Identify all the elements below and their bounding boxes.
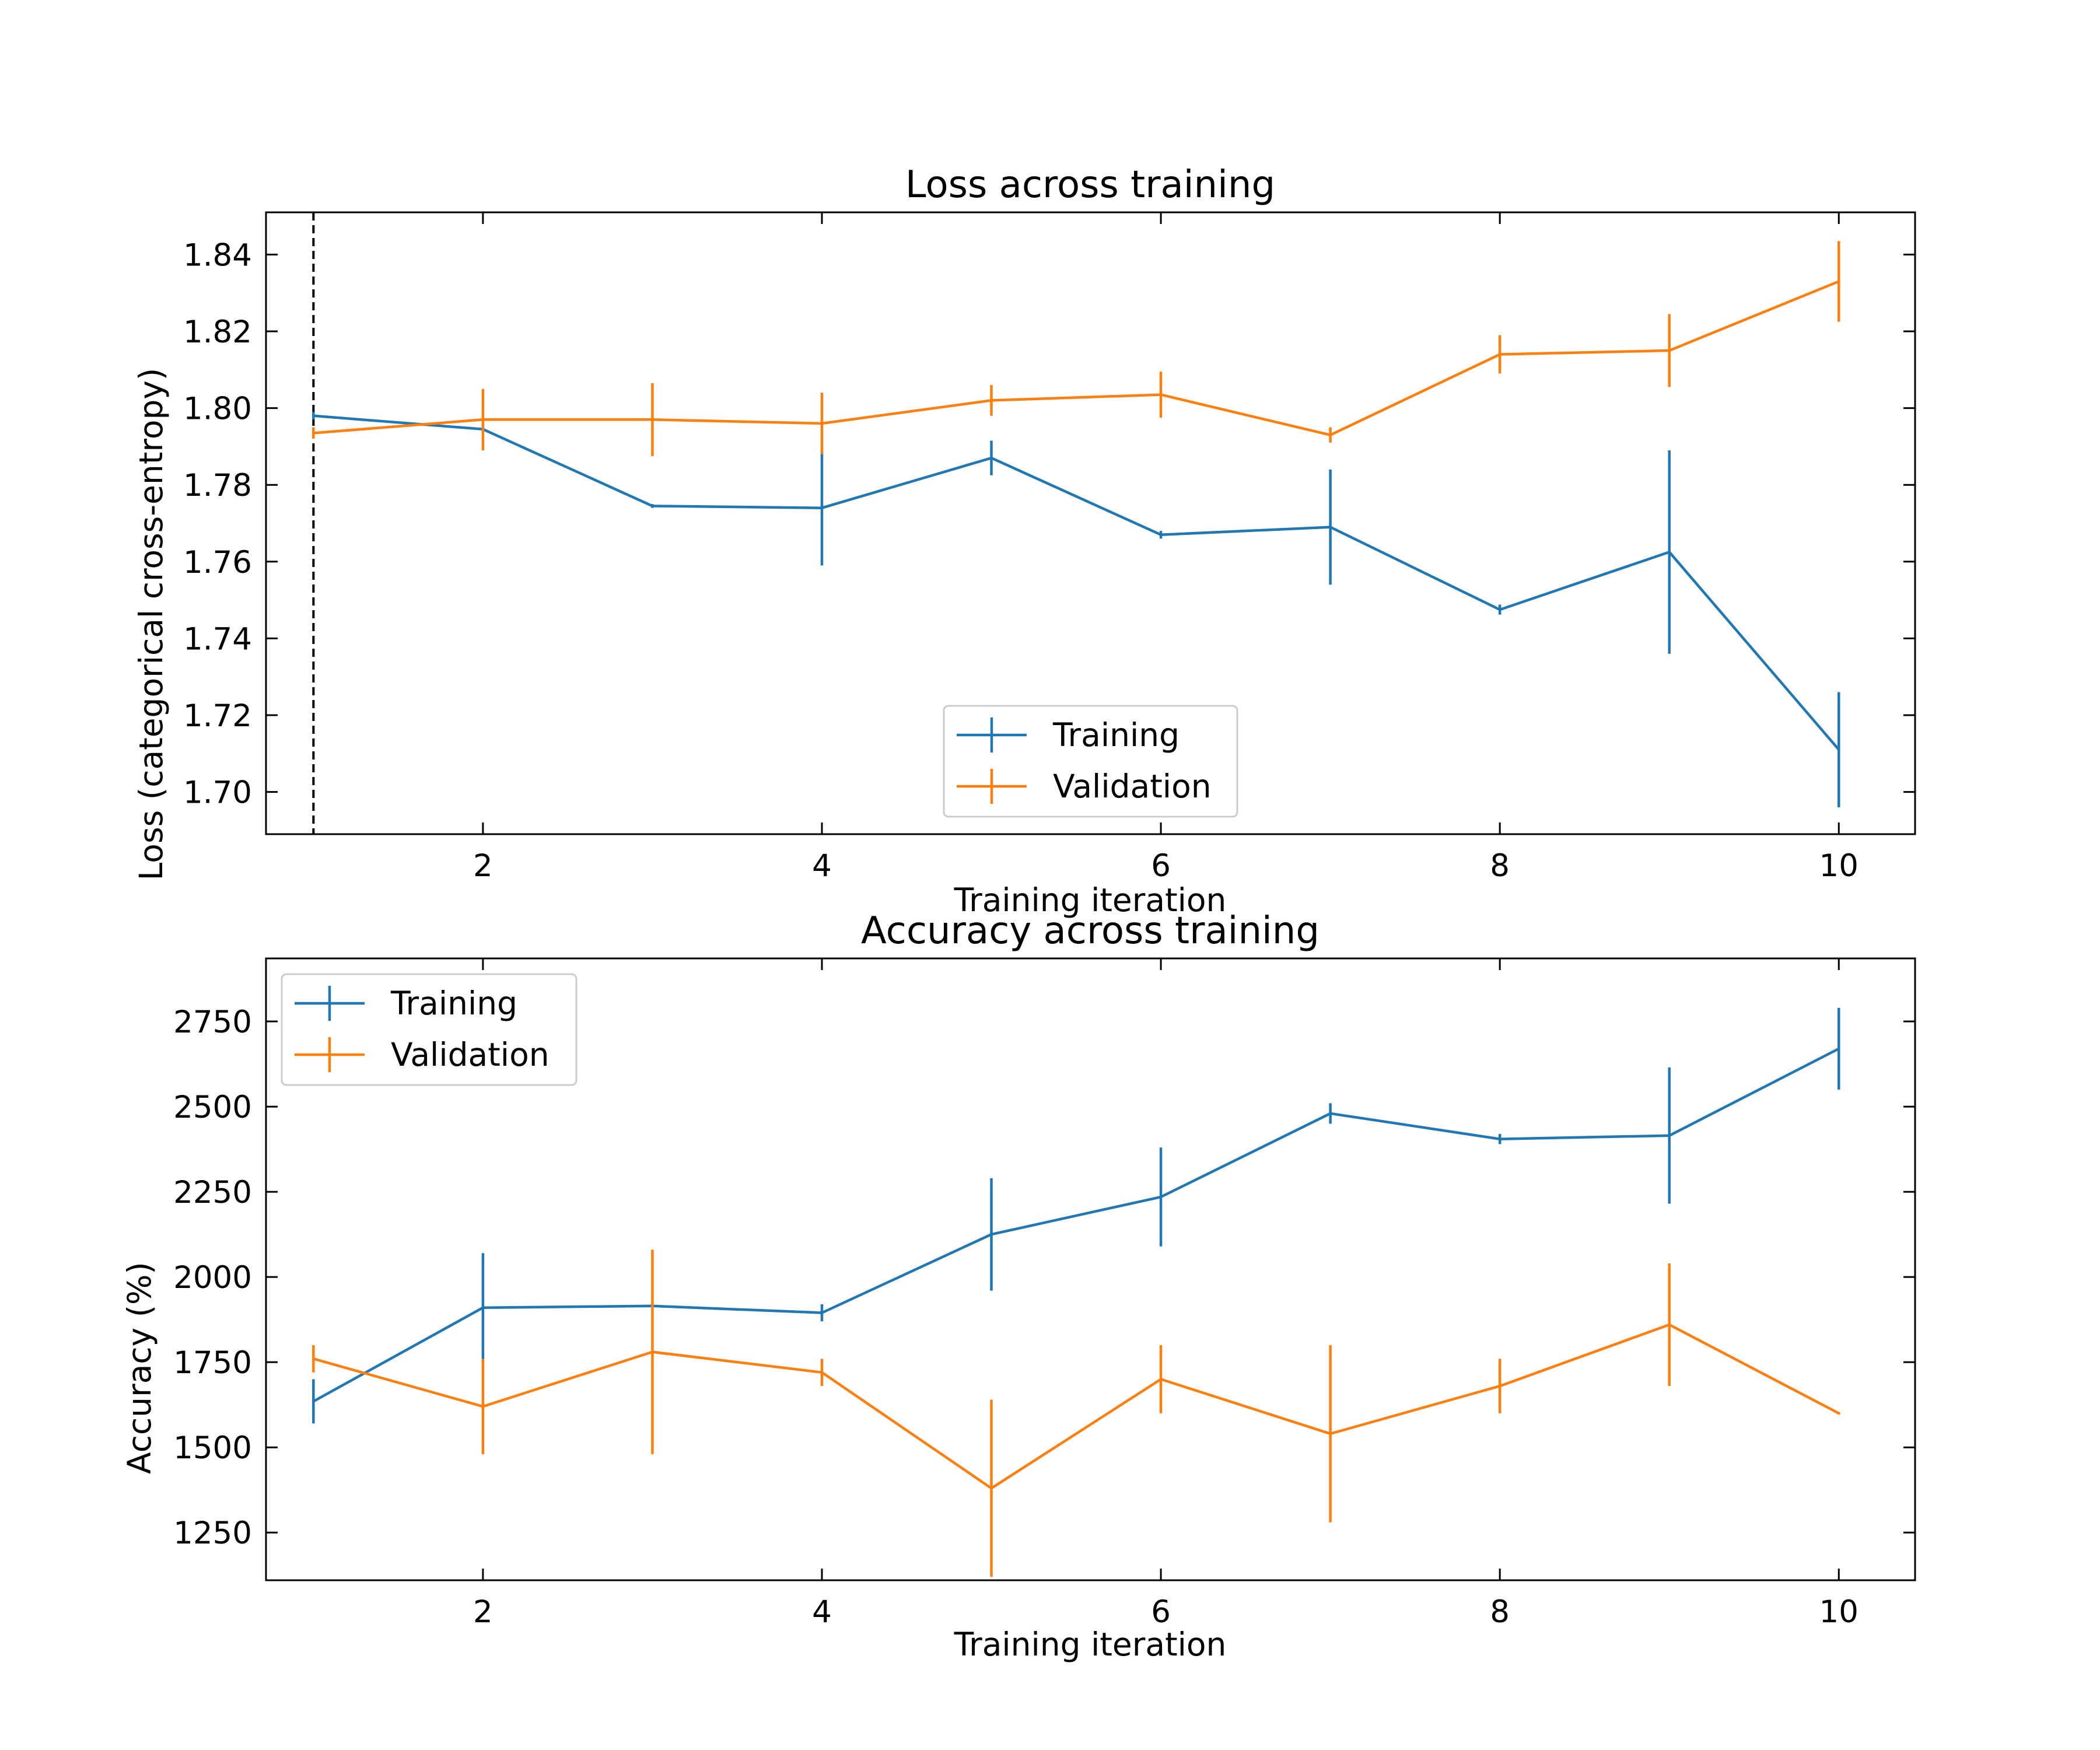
accuracy-training-point (1498, 1138, 1502, 1141)
loss-y-tick-label: 1.72 (183, 698, 252, 734)
loss-validation-point (1668, 349, 1671, 352)
loss-training-point (820, 506, 824, 510)
loss-y-tick-label: 1.84 (183, 237, 252, 273)
accuracy-training-point (1159, 1195, 1163, 1199)
loss-validation-point (481, 418, 485, 421)
loss-training-point (312, 414, 315, 418)
accuracy-validation-point (650, 1350, 654, 1354)
accuracy-legend-validation-label: Validation (391, 1036, 550, 1073)
loss-validation-point (1837, 279, 1840, 283)
accuracy-validation-point (1668, 1323, 1671, 1326)
accuracy-validation-point (312, 1357, 315, 1360)
accuracy-plot-frame (265, 957, 1916, 1581)
loss-y-tick-label: 1.80 (183, 391, 252, 427)
accuracy-training-point (820, 1311, 824, 1314)
loss-x-tick-label: 8 (1490, 848, 1510, 884)
loss-x-tick-label: 10 (1819, 848, 1859, 884)
accuracy-x-axis-label: Training iteration (954, 1626, 1227, 1663)
loss-chart: Loss across training Training iteration … (132, 163, 1916, 919)
accuracy-x-tick-label: 10 (1819, 1594, 1859, 1630)
loss-legend-validation-label: Validation (1053, 768, 1212, 805)
loss-training-point (1837, 748, 1840, 751)
loss-y-tick-label: 1.76 (183, 545, 252, 580)
loss-validation-point (1498, 352, 1502, 356)
accuracy-validation-line (312, 1323, 1840, 1490)
accuracy-training-point (1837, 1047, 1840, 1051)
accuracy-chart: Accuracy across training Training iterat… (121, 909, 1916, 1663)
loss-training-point (650, 504, 654, 508)
accuracy-x-tick-label: 2 (473, 1594, 493, 1630)
loss-x-tick-label: 4 (812, 848, 832, 884)
loss-training-point (1498, 608, 1502, 611)
accuracy-legend: Training Validation (281, 973, 578, 1086)
loss-y-axis-label: Loss (categorical cross-entropy) (132, 368, 170, 881)
accuracy-legend-training-label: Training (390, 985, 517, 1022)
loss-legend: Training Validation (943, 705, 1238, 818)
accuracy-y-tick-label: 2250 (173, 1175, 252, 1210)
accuracy-training-point (1668, 1134, 1671, 1138)
accuracy-legend-box (281, 973, 578, 1086)
accuracy-chart-title: Accuracy across training (861, 909, 1320, 953)
accuracy-validation-point (820, 1371, 824, 1374)
accuracy-validation-point (1837, 1412, 1840, 1415)
loss-y-tick-label: 1.70 (183, 775, 252, 811)
loss-validation-point (820, 422, 824, 425)
accuracy-x-tick-label: 4 (812, 1594, 832, 1630)
loss-validation-point (1159, 393, 1163, 397)
accuracy-training-point (481, 1306, 485, 1310)
loss-training-point (1668, 550, 1671, 554)
loss-x-axis-label: Training iteration (954, 881, 1227, 919)
accuracy-validation-point (1159, 1377, 1163, 1381)
loss-validation-point (312, 431, 315, 435)
accuracy-validation-point (1498, 1384, 1502, 1388)
accuracy-x-tick-label: 8 (1490, 1594, 1510, 1630)
loss-y-tick-label: 1.82 (183, 314, 252, 350)
accuracy-y-axis-label: Accuracy (%) (121, 1262, 158, 1474)
loss-validation-line (312, 280, 1840, 436)
accuracy-y-tick-label: 2750 (173, 1005, 252, 1040)
loss-chart-title: Loss across training (905, 163, 1275, 206)
loss-legend-training-label: Training (1052, 716, 1180, 754)
loss-validation-point (650, 418, 654, 421)
accuracy-training-point (1329, 1112, 1332, 1115)
loss-training-line (312, 414, 1840, 751)
loss-validation-point (990, 398, 993, 402)
accuracy-training-line (312, 1047, 1840, 1403)
loss-y-tick-label: 1.78 (183, 468, 252, 503)
accuracy-y-tick-label: 1750 (173, 1345, 252, 1381)
accuracy-validation-point (1329, 1432, 1332, 1436)
loss-training-point (1329, 526, 1332, 529)
accuracy-y-tick-label: 2500 (173, 1090, 252, 1125)
accuracy-y-tick-label: 2000 (173, 1260, 252, 1296)
accuracy-training-point (990, 1233, 993, 1236)
loss-x-tick-label: 6 (1151, 848, 1171, 884)
loss-validation-point (1329, 433, 1332, 437)
accuracy-validation-point (990, 1486, 993, 1490)
loss-training-point (990, 456, 993, 460)
loss-legend-box (943, 705, 1238, 818)
accuracy-x-tick-label: 6 (1151, 1594, 1171, 1630)
accuracy-validation-point (481, 1405, 485, 1408)
loss-x-tick-label: 2 (473, 848, 493, 884)
accuracy-y-tick-label: 1250 (173, 1516, 252, 1551)
loss-plot-frame (265, 211, 1916, 835)
loss-training-point (1159, 533, 1163, 537)
accuracy-training-point (312, 1399, 315, 1403)
accuracy-y-tick-label: 1500 (173, 1430, 252, 1466)
loss-y-tick-label: 1.74 (183, 621, 252, 657)
